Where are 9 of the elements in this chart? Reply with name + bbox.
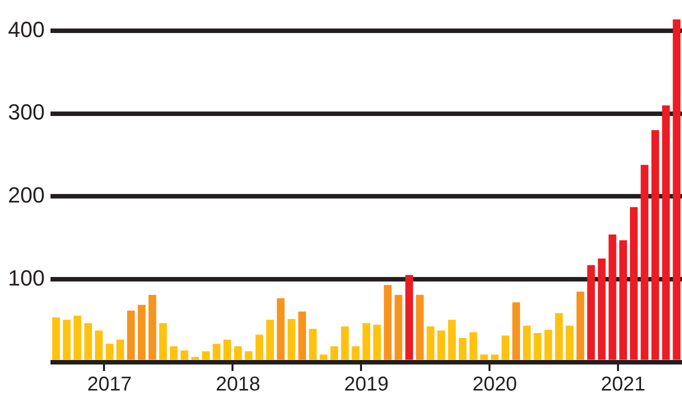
x-tick-label: 2020 — [472, 374, 517, 396]
y-tick-label: 100 — [8, 265, 45, 290]
x-tick-label: 2018 — [216, 374, 260, 396]
x-tick-label: 2017 — [87, 374, 132, 396]
x-tick-label: 2019 — [344, 374, 389, 396]
y-tick-label: 200 — [8, 182, 45, 208]
y-tick-label: 300 — [8, 100, 45, 125]
x-tick-label: 2021 — [600, 374, 646, 396]
y-tick-label: 400 — [8, 16, 45, 42]
